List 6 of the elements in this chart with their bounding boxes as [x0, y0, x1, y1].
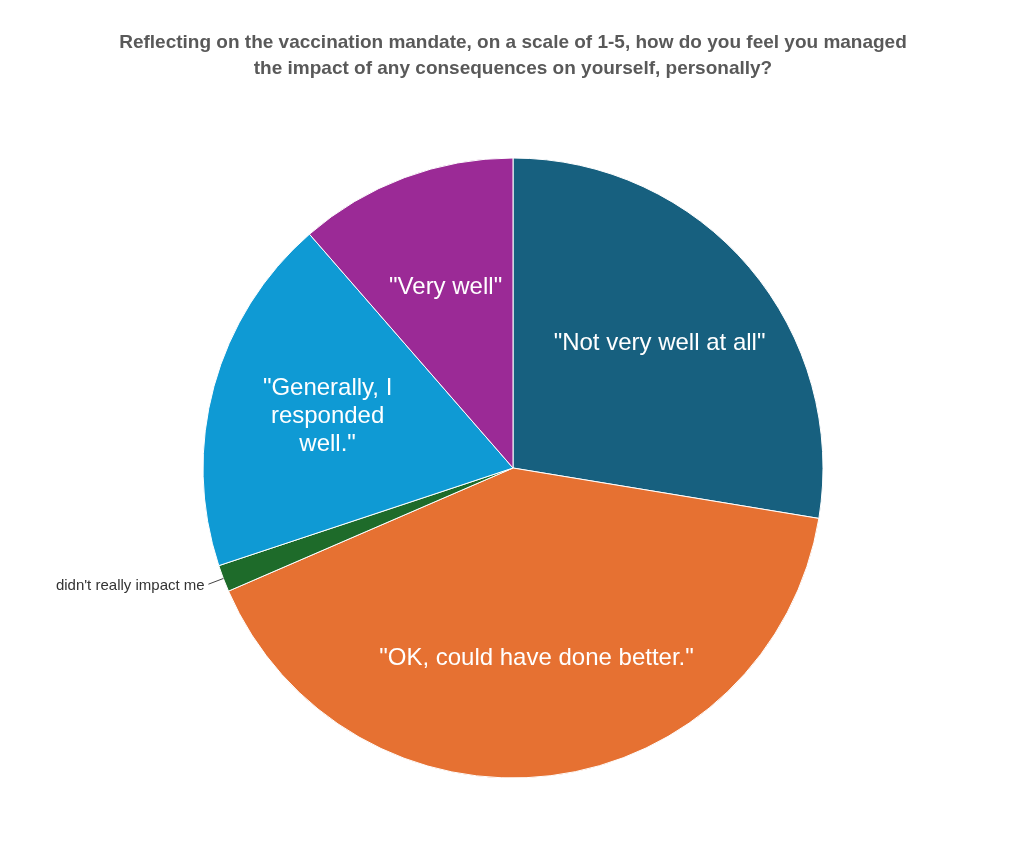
slice-label: "OK, could have done better."	[379, 643, 694, 671]
slice-label: didn't really impact me	[55, 575, 205, 593]
slice-label: "Generally, I responded well."	[262, 373, 393, 457]
slice-label: "Very well"	[389, 272, 503, 300]
slice-label: "Not very well at all"	[553, 327, 766, 355]
chart-title: Reflecting on the vaccination mandate, on a scale of 1-5, how do you feel you managed the impact of any consequences on yourself, personally?	[119, 31, 907, 78]
